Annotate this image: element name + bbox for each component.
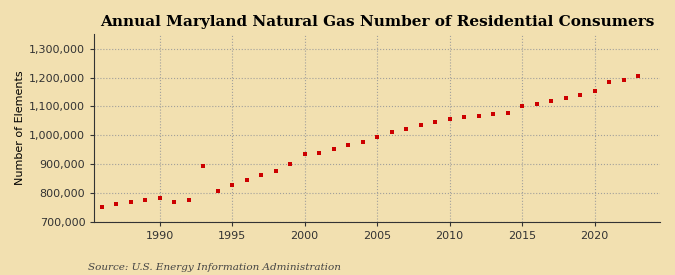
Point [96,205,107,209]
Y-axis label: Number of Elements: Number of Elements [15,71,25,185]
Point [618,78,629,83]
Point [604,80,615,85]
Point [285,162,296,166]
Text: Source: U.S. Energy Information Administration: Source: U.S. Energy Information Administ… [88,263,341,272]
Point [328,147,339,151]
Point [560,96,571,101]
Point [531,101,542,106]
Point [415,123,426,127]
Point [401,127,412,131]
Point [473,113,484,118]
Point [256,173,267,177]
Point [633,73,644,78]
Point [314,151,325,156]
Point [343,143,354,147]
Point [169,200,180,204]
Point [227,183,238,187]
Point [459,115,470,119]
Point [212,189,223,193]
Point [430,120,441,125]
Point [488,112,499,116]
Point [517,104,528,109]
Title: Annual Maryland Natural Gas Number of Residential Consumers: Annual Maryland Natural Gas Number of Re… [100,15,654,29]
Point [357,139,368,144]
Point [546,99,557,103]
Point [386,130,397,134]
Point [183,198,194,202]
Point [589,89,600,94]
Point [502,111,513,115]
Point [154,196,165,200]
Point [372,135,383,139]
Point [575,93,586,98]
Point [111,202,122,206]
Point [198,164,209,168]
Point [270,169,281,173]
Point [140,198,151,202]
Point [299,152,310,156]
Point [241,177,252,182]
Point [444,116,455,121]
Point [125,200,136,204]
